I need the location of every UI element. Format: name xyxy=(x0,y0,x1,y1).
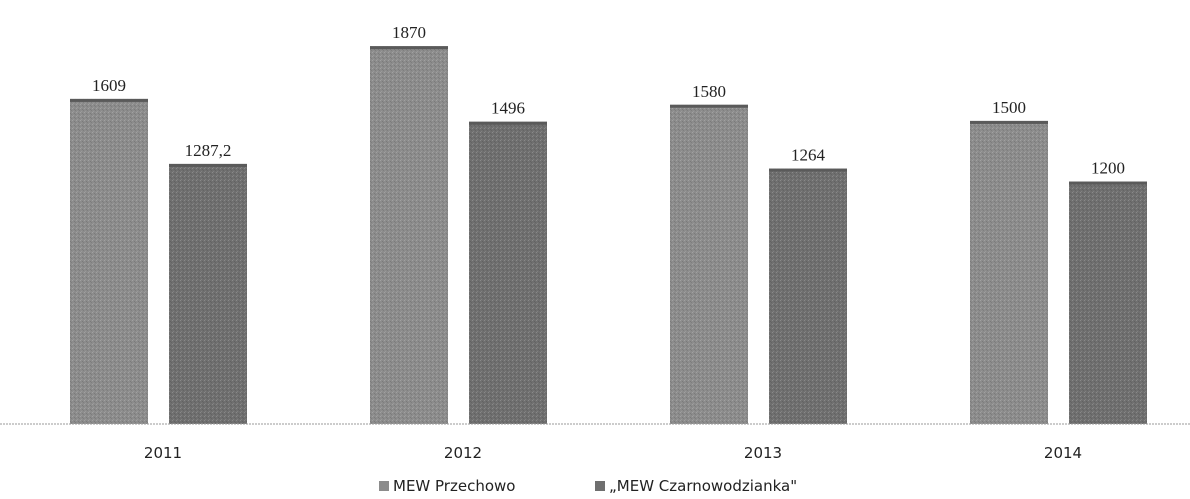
bar-top-edge xyxy=(1069,181,1147,185)
bar-texture xyxy=(370,46,448,425)
bar-texture xyxy=(1069,181,1147,424)
bar-texture xyxy=(169,163,247,424)
value-label-2011-series-2: 1287,2 xyxy=(185,141,232,160)
x-tick-label-2014: 2014 xyxy=(1044,444,1082,462)
bar-texture xyxy=(670,104,748,424)
bar-top-edge xyxy=(70,98,148,102)
value-label-2013-series-1: 1580 xyxy=(692,82,726,101)
bar-texture xyxy=(469,121,547,424)
value-label-2012-series-1: 1870 xyxy=(392,23,426,42)
legend-swatch-series-2 xyxy=(595,481,605,491)
value-label-2013-series-2: 1264 xyxy=(791,146,826,165)
bar-texture xyxy=(970,120,1048,424)
bars-layer xyxy=(70,46,1147,425)
value-label-2014-series-1: 1500 xyxy=(992,98,1026,117)
bar-top-edge xyxy=(769,168,847,172)
legend-label-series-2: „MEW Czarnowodzianka" xyxy=(609,477,797,495)
x-tick-label-2012: 2012 xyxy=(444,444,482,462)
x-tick-label-2011: 2011 xyxy=(144,444,182,462)
bar-top-edge xyxy=(169,163,247,167)
x-tick-labels-layer: 2011 2012 2013 2014 xyxy=(144,444,1082,462)
value-label-2012-series-2: 1496 xyxy=(491,99,525,118)
value-label-2014-series-2: 1200 xyxy=(1091,159,1125,178)
bar-top-edge xyxy=(670,104,748,108)
value-label-2011-series-1: 1609 xyxy=(92,76,126,95)
legend-swatch-series-1 xyxy=(379,481,389,491)
legend: MEW Przechowo „MEW Czarnowodzianka" xyxy=(379,477,797,495)
value-labels-layer: 1609 1287,2 1870 1496 1580 1264 1500 1200 xyxy=(92,23,1125,177)
x-tick-label-2013: 2013 xyxy=(744,444,782,462)
legend-label-series-1: MEW Przechowo xyxy=(393,477,515,495)
bar-texture xyxy=(70,98,148,425)
bar-top-edge xyxy=(370,46,448,50)
bar-top-edge xyxy=(970,120,1048,124)
bar-texture xyxy=(769,168,847,424)
bar-top-edge xyxy=(469,121,547,125)
